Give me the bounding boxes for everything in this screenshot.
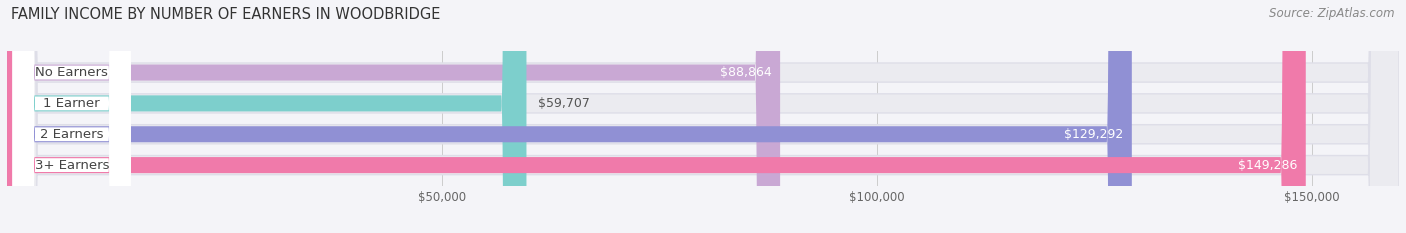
Text: $59,707: $59,707 bbox=[537, 97, 589, 110]
FancyBboxPatch shape bbox=[13, 0, 131, 233]
Text: $149,286: $149,286 bbox=[1239, 159, 1298, 172]
Text: 3+ Earners: 3+ Earners bbox=[35, 159, 110, 172]
FancyBboxPatch shape bbox=[7, 0, 1306, 233]
FancyBboxPatch shape bbox=[13, 0, 131, 233]
Text: No Earners: No Earners bbox=[35, 66, 108, 79]
Text: 1 Earner: 1 Earner bbox=[44, 97, 100, 110]
FancyBboxPatch shape bbox=[7, 0, 780, 233]
FancyBboxPatch shape bbox=[7, 0, 1399, 233]
Text: FAMILY INCOME BY NUMBER OF EARNERS IN WOODBRIDGE: FAMILY INCOME BY NUMBER OF EARNERS IN WO… bbox=[11, 7, 440, 22]
FancyBboxPatch shape bbox=[7, 0, 1399, 233]
FancyBboxPatch shape bbox=[13, 0, 131, 233]
Text: $88,864: $88,864 bbox=[720, 66, 772, 79]
FancyBboxPatch shape bbox=[7, 0, 526, 233]
Text: $129,292: $129,292 bbox=[1064, 128, 1123, 141]
Text: Source: ZipAtlas.com: Source: ZipAtlas.com bbox=[1270, 7, 1395, 20]
Text: 2 Earners: 2 Earners bbox=[39, 128, 104, 141]
FancyBboxPatch shape bbox=[13, 0, 131, 233]
FancyBboxPatch shape bbox=[7, 0, 1399, 233]
FancyBboxPatch shape bbox=[7, 0, 1399, 233]
FancyBboxPatch shape bbox=[7, 0, 1132, 233]
